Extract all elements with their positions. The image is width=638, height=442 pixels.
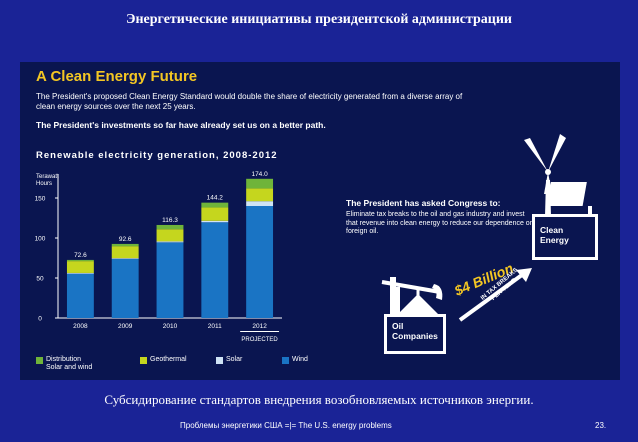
legend-label-line1: Solar [226, 356, 243, 363]
congress-text: Eliminate tax breaks to the oil and gas … [346, 211, 534, 235]
bar-2009-series-2 [111, 246, 139, 259]
bar-total-label-2011: 144.2 [207, 195, 224, 202]
y-axis-unit: Terawatt Hours [36, 174, 76, 188]
y-tick-label-2: 100 [35, 236, 46, 243]
bar-2008-series-3 [66, 259, 94, 262]
oil-label-line2: Companies [392, 330, 438, 341]
legend-label-line2: Solar and wind [46, 364, 93, 371]
x-tick-label-2008: 2008 [73, 323, 88, 330]
clean-energy-box-inner [535, 217, 595, 257]
oil-pumpjack-icon [381, 277, 443, 317]
legend-label: Wind [292, 356, 308, 364]
y-tick-label-1: 50 [36, 276, 44, 283]
legend-label-line1: Wind [292, 356, 308, 363]
bar-2008-series-1 [66, 272, 94, 274]
legend-swatch [140, 357, 147, 364]
chart-title: Renewable electricity generation, 2008-2… [36, 150, 278, 161]
chart-legend: Distribution Solar and wind Geothermal Sola… [36, 352, 336, 376]
legend-swatch [36, 357, 43, 364]
oil-companies-box-inner [387, 317, 443, 351]
legend-swatch [216, 357, 223, 364]
oil-label-line1: Oil [392, 321, 404, 331]
bar-2011-series-2 [201, 207, 229, 221]
bar-2012-series-1 [246, 201, 274, 206]
projected-label: PROJECTED [241, 337, 278, 343]
x-tick-label-2011: 2011 [208, 323, 222, 330]
clean-energy-label: Clean Energy [540, 225, 569, 245]
projected-underline [240, 331, 280, 332]
legend-label-line1: Distribution [46, 356, 82, 363]
bar-2011-series-0 [201, 222, 229, 318]
bar-2009-series-0 [111, 258, 139, 318]
slide-caption: Субсидирование стандартов внедрения возо… [104, 392, 534, 407]
bar-2009-series-3 [111, 243, 139, 247]
congress-request: The President has asked Congress to: Eli… [346, 198, 536, 237]
renewable-generation-chart: 0 50 100 150 72.6 2008 92.6 2009 116.3 2010 144.2 2… [35, 134, 598, 354]
y-axis-unit-line1: Terawatt [36, 174, 59, 180]
bar-2012-series-2 [246, 188, 274, 202]
panel-intro-2: The President's investments so far have … [36, 120, 326, 130]
bar-total-label-2009: 92.6 [119, 236, 132, 243]
transfer-arrow-icon [458, 268, 532, 322]
slide-title: Энергетические инициативы президентской … [125, 12, 513, 27]
bar-total-label-2010: 116.3 [162, 217, 178, 224]
panel-intro: The President's proposed Clean Energy St… [36, 92, 463, 111]
y-axis-unit-line2: Hours [36, 181, 53, 187]
bar-2008-series-0 [66, 273, 94, 318]
clean-label-line2: Energy [540, 234, 569, 245]
oil-companies-label: Oil Companies [392, 321, 438, 341]
bar-2012-series-3 [246, 178, 274, 189]
clean-energy-panel: A Clean Energy Future The President's pr… [20, 62, 620, 380]
legend-label: Solar [226, 356, 242, 364]
bar-total-label-2012: 174.0 [251, 171, 268, 178]
bar-2011-series-1 [201, 220, 229, 223]
bar-2010-series-2 [156, 229, 184, 242]
clean-label-line1: Clean [540, 225, 564, 235]
legend-label-line1: Geothermal [150, 356, 187, 363]
legend-label: Geothermal [150, 356, 187, 364]
bar-2010-series-0 [156, 242, 184, 318]
x-tick-label-2009: 2009 [118, 323, 133, 330]
solar-panel-icon [546, 182, 592, 220]
x-tick-label-2010: 2010 [163, 323, 178, 330]
bar-2010-series-1 [156, 241, 184, 243]
legend-swatch [282, 357, 289, 364]
legend-label: Distribution Solar and wind [46, 356, 92, 372]
x-tick-label-2012: 2012 [252, 323, 267, 330]
bar-2012-series-0 [246, 206, 274, 318]
bar-total-label-2008: 72.6 [74, 252, 87, 259]
congress-title: The President has asked Congress to: [346, 198, 501, 208]
bar-2008-series-2 [66, 261, 94, 273]
slide-footer: Проблемы энергетики США =|= The U.S. ene… [180, 421, 392, 430]
bar-2009-series-1 [111, 258, 139, 259]
bar-2011-series-3 [201, 202, 229, 208]
y-tick-label-3: 150 [35, 196, 46, 203]
bar-2010-series-3 [156, 224, 184, 230]
y-tick-label-0: 0 [38, 316, 42, 323]
page-number: 23. [595, 421, 607, 430]
panel-title: A Clean Energy Future [36, 68, 198, 85]
